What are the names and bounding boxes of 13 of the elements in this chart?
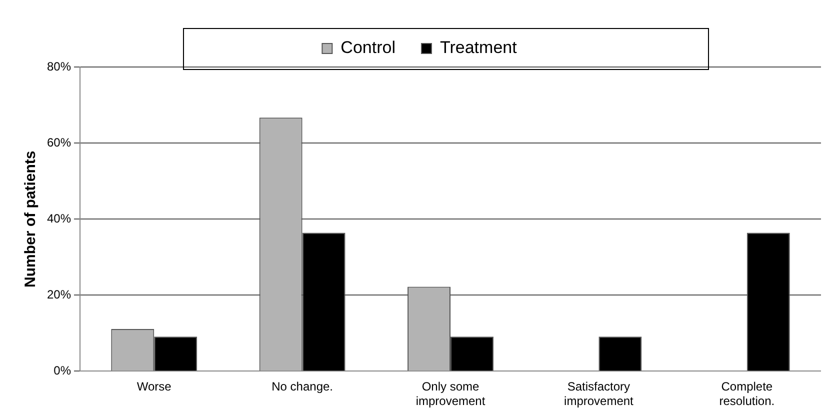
y-axis-title: Number of patients <box>22 150 40 288</box>
x-tick-label: Only some improvement <box>416 380 486 408</box>
legend-label: Treatment <box>440 38 518 58</box>
y-tick-label: 20% <box>46 287 72 302</box>
legend-label: Control <box>340 38 396 58</box>
x-tick-label: No change. <box>272 380 334 394</box>
y-tick-label: 60% <box>46 135 72 150</box>
x-tick-label: Satisfactory improvement <box>564 380 634 408</box>
y-tick-label: 0% <box>54 364 72 378</box>
y-tick-label: 40% <box>46 211 72 226</box>
x-tick-label: Complete resolution. <box>719 380 775 408</box>
y-tick-label: 80% <box>46 59 72 74</box>
x-tick-label: Worse <box>136 380 172 394</box>
